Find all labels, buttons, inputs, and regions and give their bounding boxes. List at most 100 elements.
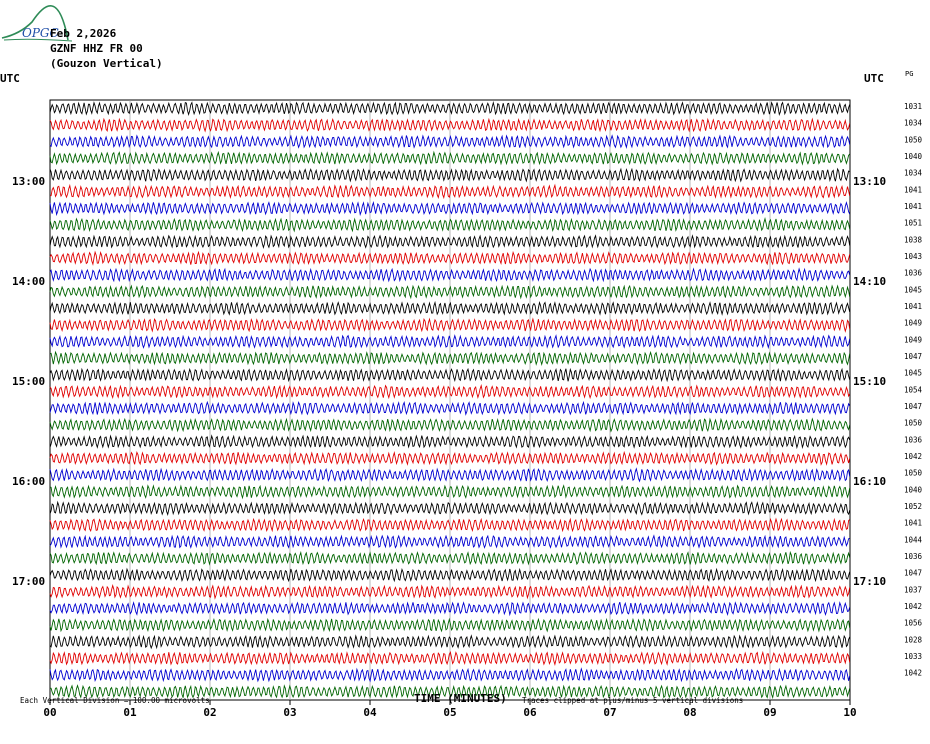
- trace-value-label: 1049: [904, 335, 922, 344]
- right-hour-label: 16:10: [853, 475, 887, 488]
- trace-value-label: 1044: [904, 535, 923, 544]
- trace-value-label: 1037: [904, 585, 922, 594]
- x-tick-label: 04: [363, 706, 377, 719]
- right-pg-label: PG: [905, 70, 914, 78]
- seismic-trace: [49, 167, 850, 183]
- trace-value-label: 1042: [904, 669, 922, 678]
- seismic-trace: [49, 300, 851, 316]
- trace-value-label: 1034: [904, 119, 923, 128]
- trace-value-label: 1045: [904, 369, 922, 378]
- trace-value-label: 1045: [904, 285, 922, 294]
- trace-value-label: 1050: [904, 469, 923, 478]
- seismic-trace: [49, 201, 851, 217]
- right-utc-label: UTC: [864, 72, 884, 85]
- seismic-trace: [49, 101, 851, 116]
- right-hour-label: 13:10: [853, 175, 887, 188]
- trace-value-label: 1050: [904, 135, 923, 144]
- seismic-trace: [49, 467, 851, 483]
- trace-value-label: 1036: [904, 435, 923, 444]
- seismic-trace: [49, 650, 851, 666]
- right-hour-label: 15:10: [853, 375, 887, 388]
- trace-value-label: 1036: [904, 269, 923, 278]
- trace-value-label: 1031: [904, 102, 922, 111]
- seismic-trace: [49, 434, 851, 450]
- trace-value-label: 1033: [904, 652, 922, 661]
- trace-value-label: 1047: [904, 402, 922, 411]
- seismic-trace: [49, 684, 851, 700]
- x-axis-title: TIME (MINUTES): [414, 692, 507, 705]
- seismic-trace: [49, 417, 851, 433]
- trace-value-label: 1042: [904, 452, 922, 461]
- x-tick-label: 07: [603, 706, 616, 719]
- trace-value-label: 1050: [904, 419, 923, 428]
- seismic-trace: [49, 384, 851, 400]
- seismic-trace: [49, 134, 851, 149]
- seismic-trace: [49, 183, 851, 200]
- station-label: GZNF HHZ FR 00: [50, 42, 143, 55]
- seismic-trace: [49, 450, 851, 466]
- seismic-trace: [49, 667, 851, 683]
- seismic-trace: [49, 500, 851, 516]
- seismic-trace: [49, 583, 851, 600]
- x-tick-label: 06: [523, 706, 537, 719]
- x-tick-label: 09: [763, 706, 776, 719]
- trace-value-label: 1038: [904, 235, 923, 244]
- seismic-trace: [49, 567, 851, 583]
- seismic-trace: [49, 117, 851, 133]
- left-hour-label: 15:00: [12, 375, 46, 388]
- seismic-trace: [49, 217, 851, 233]
- right-hour-label: 17:10: [853, 575, 887, 588]
- opgc-logo: OPGC: [0, 0, 80, 46]
- trace-value-label: 1051: [904, 219, 922, 228]
- trace-value-label: 1041: [904, 302, 922, 311]
- trace-value-label: 1047: [904, 569, 922, 578]
- seismic-trace: [49, 484, 851, 500]
- trace-value-label: 1043: [904, 252, 922, 261]
- trace-value-label: 1047: [904, 352, 922, 361]
- trace-value-label: 1054: [904, 385, 923, 394]
- seismic-trace: [49, 267, 851, 283]
- x-tick-label: 10: [843, 706, 856, 719]
- logo-mountain-icon: [1, 5, 73, 42]
- trace-value-label: 1041: [904, 519, 922, 528]
- seismic-trace: [49, 367, 851, 383]
- x-tick-label: 05: [443, 706, 456, 719]
- trace-value-label: 1041: [904, 202, 922, 211]
- trace-value-label: 1042: [904, 602, 922, 611]
- seismic-trace: [49, 284, 851, 300]
- scale-note: Each Vertical Division = 100.00 microvol…: [20, 696, 210, 705]
- seismic-trace: [49, 617, 851, 633]
- trace-value-label: 1052: [904, 502, 922, 511]
- x-tick-label: 00: [43, 706, 56, 719]
- left-hour-label: 13:00: [12, 175, 46, 188]
- seismic-trace: [49, 234, 851, 250]
- right-hour-label: 14:10: [853, 275, 887, 288]
- x-tick-label: 02: [203, 706, 216, 719]
- left-utc-label: UTC: [0, 72, 20, 85]
- trace-value-label: 1034: [904, 169, 923, 178]
- trace-value-label: 1028: [904, 635, 923, 644]
- x-tick-label: 01: [123, 706, 137, 719]
- trace-value-label: 1040: [904, 485, 923, 494]
- date-label: Feb 2,2026: [50, 27, 117, 40]
- seismic-trace: [49, 400, 851, 416]
- x-tick-label: 08: [683, 706, 696, 719]
- seismic-trace: [49, 334, 851, 350]
- trace-value-label: 1040: [904, 152, 923, 161]
- seismic-trace: [49, 250, 851, 266]
- left-hour-label: 17:00: [12, 575, 46, 588]
- logo-text: OPGC: [22, 26, 59, 40]
- seismic-trace: [49, 601, 851, 617]
- seismic-trace: [49, 534, 850, 549]
- left-hour-label: 14:00: [12, 275, 46, 288]
- seismic-trace: [49, 550, 851, 566]
- trace-value-label: 1036: [904, 552, 923, 561]
- trace-value-label: 1056: [904, 619, 923, 628]
- clip-note: Traces clipped at plus/minus 5 vertical …: [522, 696, 744, 705]
- location-label: (Gouzon Vertical): [50, 57, 163, 70]
- seismic-trace: [49, 350, 851, 366]
- left-hour-label: 16:00: [12, 475, 46, 488]
- trace-value-label: 1049: [904, 319, 922, 328]
- seismic-trace: [49, 634, 851, 650]
